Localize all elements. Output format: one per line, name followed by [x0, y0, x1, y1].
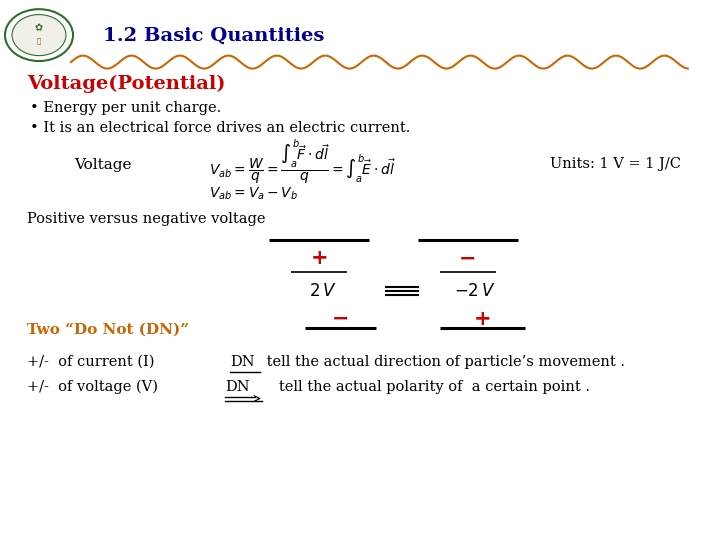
Text: • Energy per unit charge.: • Energy per unit charge. [30, 101, 221, 115]
Text: tell the actual polarity of  a certain point .: tell the actual polarity of a certain po… [265, 380, 590, 394]
Circle shape [5, 9, 73, 61]
Text: +: + [473, 308, 491, 329]
Text: Voltage: Voltage [74, 158, 132, 172]
Text: $V_{ab}=\dfrac{W}{q}=\dfrac{\int_a^b\!\vec{F}\cdot d\vec{l}}{q}=\int_a^b\!\vec{E: $V_{ab}=\dfrac{W}{q}=\dfrac{\int_a^b\!\v… [210, 138, 397, 186]
Circle shape [12, 15, 66, 56]
Text: +/-  of voltage (V): +/- of voltage (V) [27, 380, 158, 394]
Text: tell the actual direction of particle’s movement .: tell the actual direction of particle’s … [261, 355, 625, 369]
Text: 大: 大 [37, 37, 41, 44]
Text: DN: DN [225, 380, 250, 394]
Text: Two “Do Not (DN)”: Two “Do Not (DN)” [27, 322, 189, 336]
Text: $-2\,V$: $-2\,V$ [454, 281, 495, 300]
Text: 1.2 Basic Quantities: 1.2 Basic Quantities [103, 27, 324, 45]
Text: −: − [332, 308, 349, 329]
Text: • It is an electrical force drives an electric current.: • It is an electrical force drives an el… [30, 121, 410, 135]
Text: $V_{ab}=V_a-V_b$: $V_{ab}=V_a-V_b$ [210, 185, 298, 201]
Text: +: + [310, 248, 328, 268]
Text: Voltage(Potential): Voltage(Potential) [27, 75, 225, 93]
Text: Units: 1 V = 1 J/C: Units: 1 V = 1 J/C [549, 157, 680, 171]
Text: +/-  of current (I): +/- of current (I) [27, 355, 159, 369]
Text: $2\,V$: $2\,V$ [309, 281, 336, 300]
Text: Positive versus negative voltage: Positive versus negative voltage [27, 212, 266, 226]
Text: DN: DN [230, 355, 255, 369]
Text: ✿: ✿ [35, 24, 43, 33]
Text: −: − [459, 248, 477, 268]
